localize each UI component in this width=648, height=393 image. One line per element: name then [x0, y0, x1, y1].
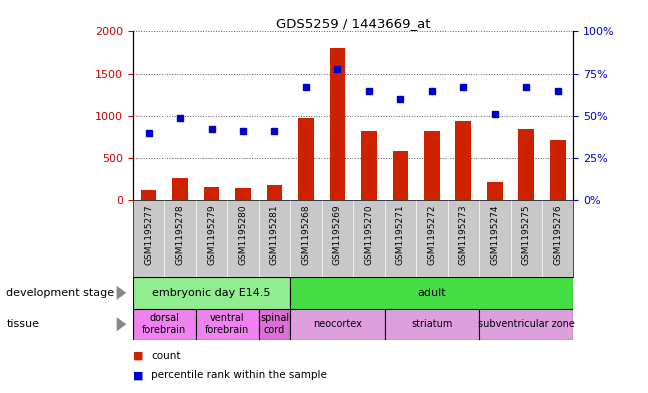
Bar [385, 309, 479, 340]
Bar [203, 187, 220, 200]
Bar [172, 178, 188, 200]
Bar [330, 48, 345, 200]
Bar [133, 277, 290, 309]
Text: GSM1195268: GSM1195268 [301, 204, 310, 265]
Text: dorsal
forebrain: dorsal forebrain [142, 314, 187, 335]
Bar [298, 118, 314, 200]
Bar [259, 309, 290, 340]
Text: GSM1195269: GSM1195269 [333, 204, 342, 265]
Text: GSM1195277: GSM1195277 [144, 204, 153, 265]
Text: percentile rank within the sample: percentile rank within the sample [151, 370, 327, 380]
Text: GSM1195276: GSM1195276 [553, 204, 562, 265]
Bar [133, 309, 196, 340]
Text: GSM1195270: GSM1195270 [364, 204, 373, 265]
Bar [141, 190, 156, 200]
Text: spinal
cord: spinal cord [260, 314, 289, 335]
Text: ■: ■ [133, 351, 143, 361]
Text: count: count [151, 351, 181, 361]
Bar [550, 140, 566, 200]
Bar [290, 277, 573, 309]
Text: GSM1195281: GSM1195281 [270, 204, 279, 265]
Bar [456, 121, 471, 200]
Text: GSM1195274: GSM1195274 [491, 204, 500, 265]
Bar [235, 188, 251, 200]
Bar [266, 185, 283, 200]
Bar [518, 129, 534, 200]
Title: GDS5259 / 1443669_at: GDS5259 / 1443669_at [276, 17, 430, 30]
Text: GSM1195278: GSM1195278 [176, 204, 185, 265]
Text: tissue: tissue [6, 319, 40, 329]
Bar [393, 151, 408, 200]
Text: ■: ■ [133, 370, 143, 380]
Text: embryonic day E14.5: embryonic day E14.5 [152, 288, 271, 298]
Bar [424, 131, 440, 200]
Text: development stage: development stage [6, 288, 115, 298]
Text: GSM1195279: GSM1195279 [207, 204, 216, 265]
Text: GSM1195271: GSM1195271 [396, 204, 405, 265]
Bar [487, 182, 503, 200]
Text: adult: adult [417, 288, 446, 298]
Bar [196, 309, 259, 340]
Text: striatum: striatum [411, 319, 452, 329]
Text: GSM1195273: GSM1195273 [459, 204, 468, 265]
Text: GSM1195275: GSM1195275 [522, 204, 531, 265]
Bar [361, 131, 376, 200]
Text: subventricular zone: subventricular zone [478, 319, 575, 329]
Text: ventral
forebrain: ventral forebrain [205, 314, 249, 335]
Text: GSM1195280: GSM1195280 [238, 204, 248, 265]
Text: neocortex: neocortex [313, 319, 362, 329]
Bar [479, 309, 573, 340]
Text: GSM1195272: GSM1195272 [427, 204, 436, 265]
Bar [290, 309, 385, 340]
